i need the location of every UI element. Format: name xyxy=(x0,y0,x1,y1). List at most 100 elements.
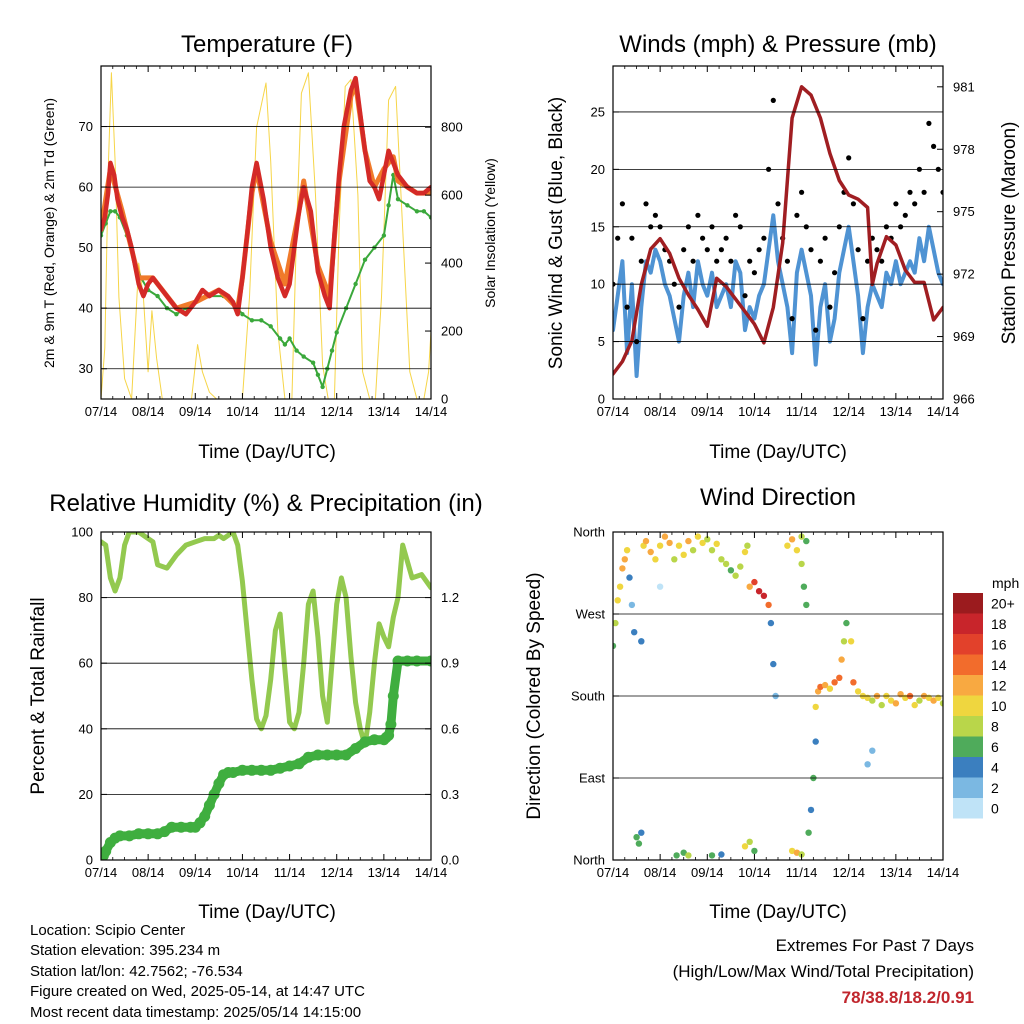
direction-point xyxy=(708,547,716,554)
gust-point xyxy=(676,304,682,310)
rainfall-point xyxy=(302,751,314,763)
direction-point xyxy=(939,700,943,707)
temperature-xlabel: Time (Day/UTC) xyxy=(198,442,336,463)
x-tick-label: 09/14 xyxy=(691,865,724,880)
gust-point xyxy=(912,201,918,207)
gust-point xyxy=(931,143,937,149)
temperature-title: Temperature (F) xyxy=(181,31,353,58)
gust-point xyxy=(733,212,739,218)
direction-ylabel-left: Direction (Colored By Speed) xyxy=(524,572,545,819)
rainfall-point xyxy=(321,749,333,761)
y2-tick-label: 800 xyxy=(441,120,463,135)
rainfall-point xyxy=(166,821,178,833)
direction-point xyxy=(718,556,725,563)
y-tick-label: North xyxy=(573,853,605,868)
y2-tick-label: 978 xyxy=(953,142,975,157)
y-tick-label: 30 xyxy=(79,361,93,376)
direction-point xyxy=(652,556,659,563)
gust-point xyxy=(855,247,861,253)
gust-point xyxy=(718,247,725,253)
gust-points xyxy=(613,97,943,345)
gust-point xyxy=(817,258,824,264)
colorbar-swatch xyxy=(953,695,983,716)
x-tick-label: 13/14 xyxy=(880,865,913,880)
gust-point xyxy=(784,258,791,264)
rainfall-point xyxy=(385,718,397,730)
x-tick-label: 12/14 xyxy=(320,404,353,419)
gust-point xyxy=(846,155,852,161)
direction-point xyxy=(793,547,801,554)
gust-point xyxy=(695,212,701,218)
direction-point xyxy=(803,601,810,609)
gust-point xyxy=(742,293,748,299)
colorbar-label: 16 xyxy=(991,636,1007,652)
gust-point xyxy=(728,258,734,264)
plot-frame xyxy=(100,65,432,400)
gust-point xyxy=(619,201,626,207)
plot-frame xyxy=(612,65,944,400)
direction-point xyxy=(619,565,626,572)
y2-tick-label: 0.0 xyxy=(441,853,459,868)
x-tick-label: 07/14 xyxy=(85,404,118,419)
rainfall-point xyxy=(236,764,248,776)
direction-point xyxy=(614,597,621,604)
gust-point xyxy=(860,316,866,322)
direction-point xyxy=(633,834,640,841)
direction-point xyxy=(638,829,645,836)
rainfall-point xyxy=(101,845,112,857)
direction-point xyxy=(878,701,885,709)
gust-point xyxy=(747,258,753,264)
colorbar-unit: mph xyxy=(992,575,1019,591)
x-tick-label: 11/14 xyxy=(786,865,818,880)
direction-title: Wind Direction xyxy=(700,484,856,511)
rainfall-point xyxy=(175,821,187,833)
gust-point xyxy=(756,247,762,253)
solar-insolation-line xyxy=(101,72,431,399)
direction-point xyxy=(800,583,808,590)
y-tick-label: 80 xyxy=(79,590,93,605)
direction-point xyxy=(744,542,751,549)
x-tick-label: 14/14 xyxy=(415,865,448,880)
temperature-ylabel-right: Solar Insolation (Yellow) xyxy=(482,158,498,308)
rainfall-point xyxy=(383,729,395,741)
gust-point xyxy=(902,212,908,218)
plot-frame xyxy=(100,531,432,861)
gust-point xyxy=(775,201,781,207)
direction-point xyxy=(661,533,669,540)
rainfall-point xyxy=(387,690,399,702)
direction-point xyxy=(621,556,628,563)
y2-tick-label: 981 xyxy=(953,79,975,94)
figure-created: Figure created on Wed, 2025-05-14, at 14… xyxy=(30,983,365,1001)
direction-point xyxy=(638,638,645,645)
direction-point xyxy=(642,537,650,545)
direction-point xyxy=(680,849,687,856)
y2-tick-label: 969 xyxy=(953,329,975,344)
direction-point xyxy=(737,563,744,570)
gust-point xyxy=(690,258,696,264)
x-tick-label: 08/14 xyxy=(644,865,677,880)
x-tick-label: 07/14 xyxy=(85,865,118,880)
colorbar-swatch xyxy=(953,757,983,778)
direction-point xyxy=(916,697,923,704)
y2-tick-label: 0.6 xyxy=(441,721,459,736)
gust-point xyxy=(751,270,758,276)
y-tick-label: East xyxy=(579,771,605,786)
y2-tick-label: 0.9 xyxy=(441,656,459,671)
direction-point xyxy=(708,852,716,859)
station-info: Location: Scipio Center Station elevatio… xyxy=(30,921,365,1023)
colorbar-label: 6 xyxy=(991,739,999,755)
y-tick-label: South xyxy=(571,689,605,704)
gust-point xyxy=(794,212,800,218)
direction-point xyxy=(755,588,763,595)
gust-point xyxy=(940,189,943,195)
y2-tick-label: 966 xyxy=(953,392,975,407)
direction-point xyxy=(821,681,829,689)
rainfall-point xyxy=(312,749,324,761)
direction-point xyxy=(751,847,758,855)
direction-point xyxy=(704,536,711,543)
colorbar-swatch xyxy=(953,798,983,819)
direction-point xyxy=(631,629,638,636)
gust-point xyxy=(822,235,828,241)
gust-point xyxy=(832,270,838,276)
winds-panel: Winds (mph) & Pressure (mb) Time (Day/UT… xyxy=(546,31,1020,463)
